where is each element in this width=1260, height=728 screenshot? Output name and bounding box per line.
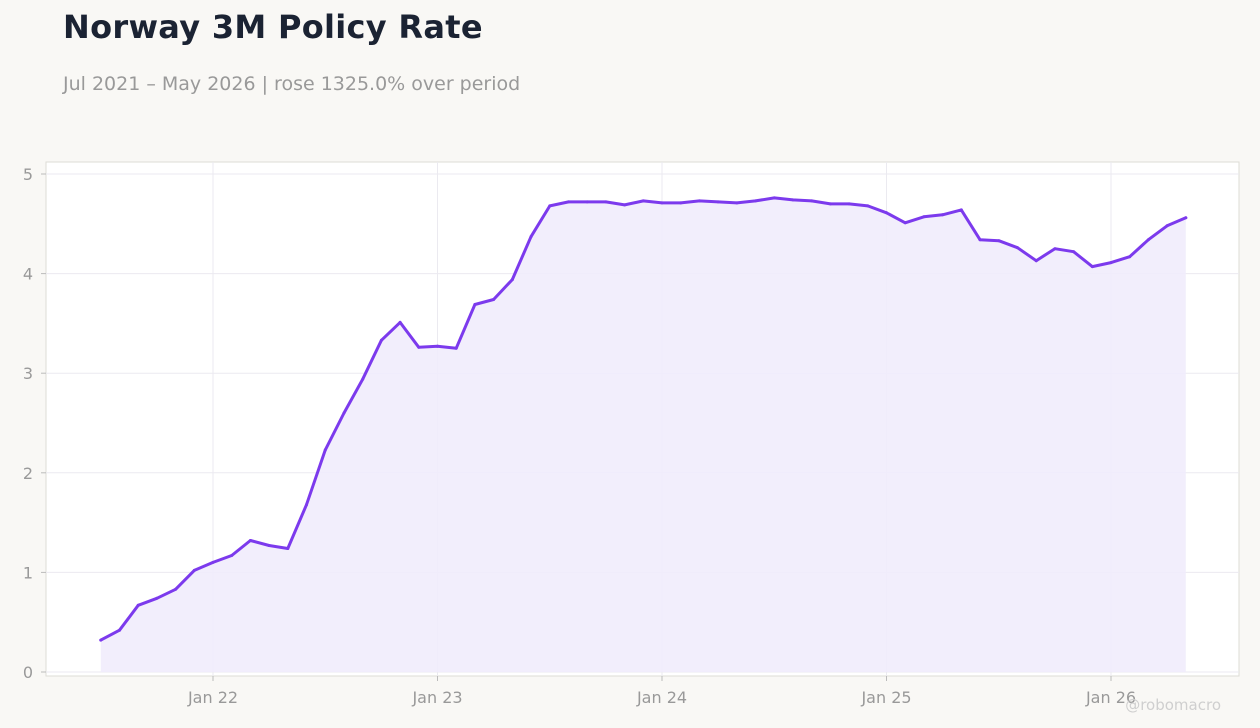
- x-tick-label: Jan 25: [860, 688, 911, 707]
- data-point: [454, 346, 458, 350]
- data-point: [847, 202, 851, 206]
- y-tick-label: 3: [23, 364, 33, 383]
- data-point: [192, 568, 196, 572]
- data-point: [174, 587, 178, 591]
- data-point: [436, 344, 439, 348]
- data-point: [885, 211, 888, 215]
- data-point: [118, 628, 121, 632]
- data-point: [155, 596, 159, 600]
- data-point: [211, 560, 215, 564]
- data-point: [510, 278, 514, 282]
- data-point: [922, 215, 926, 219]
- data-point: [305, 503, 308, 507]
- data-point: [959, 208, 963, 212]
- watermark: @robomacro: [1125, 696, 1221, 714]
- y-axis: 0 1 2 3 4 5: [23, 165, 46, 682]
- data-point: [1016, 246, 1019, 250]
- x-tick-label: Jan 24: [636, 688, 687, 707]
- data-point: [1128, 255, 1132, 259]
- data-point: [473, 303, 477, 306]
- data-point: [903, 221, 907, 225]
- data-point: [1109, 261, 1113, 265]
- data-point: [267, 544, 271, 547]
- data-point: [585, 200, 589, 204]
- data-point: [1146, 238, 1150, 242]
- x-tick-label: Jan 26: [1085, 688, 1136, 707]
- data-point: [361, 377, 365, 381]
- data-point: [810, 199, 814, 203]
- data-point: [1090, 265, 1094, 269]
- x-tick-label: Jan 22: [187, 688, 238, 707]
- x-tick-label: Jan 23: [411, 688, 462, 707]
- data-point: [941, 213, 945, 217]
- data-point: [529, 235, 533, 239]
- data-point: [417, 345, 421, 349]
- data-point: [997, 239, 1001, 243]
- data-point: [716, 200, 720, 204]
- data-point: [604, 200, 608, 204]
- data-point: [492, 298, 496, 301]
- data-point: [679, 201, 683, 205]
- data-point: [1184, 216, 1188, 220]
- y-tick-label: 5: [23, 165, 33, 184]
- data-point: [828, 202, 832, 206]
- chart-title: Norway 3M Policy Rate: [63, 8, 483, 46]
- y-tick-label: 4: [23, 265, 33, 284]
- y-tick-label: 1: [23, 563, 33, 582]
- data-point: [379, 338, 383, 342]
- data-point: [735, 201, 739, 205]
- chart-subtitle: Jul 2021 – May 2026 | rose 1325.0% over …: [63, 73, 521, 95]
- area-fill: [100, 197, 1186, 672]
- data-point: [1165, 224, 1169, 228]
- data-point: [230, 554, 234, 557]
- y-tick-label: 2: [23, 464, 33, 483]
- data-point: [754, 199, 757, 203]
- data-point: [978, 238, 982, 242]
- data-point: [248, 539, 252, 542]
- data-point: [772, 196, 776, 200]
- data-point: [1034, 259, 1038, 263]
- y-tick-label: 0: [23, 663, 33, 682]
- data-point: [697, 199, 701, 203]
- data-point: [548, 204, 552, 208]
- data-point: [660, 201, 664, 205]
- data-point: [1053, 247, 1057, 251]
- data-point: [286, 547, 290, 550]
- data-point: [641, 199, 645, 203]
- x-axis: Jan 22 Jan 23 Jan 24 Jan 25 Jan 26: [187, 676, 1136, 707]
- data-points: [99, 196, 1188, 642]
- data-point: [136, 603, 140, 607]
- data-point: [342, 411, 346, 415]
- data-point: [99, 638, 103, 642]
- data-point: [567, 200, 570, 204]
- data-point: [623, 203, 627, 207]
- data-point: [398, 320, 402, 324]
- data-point: [323, 448, 327, 452]
- data-point: [1072, 250, 1076, 254]
- data-point: [866, 204, 870, 208]
- data-point: [791, 198, 795, 202]
